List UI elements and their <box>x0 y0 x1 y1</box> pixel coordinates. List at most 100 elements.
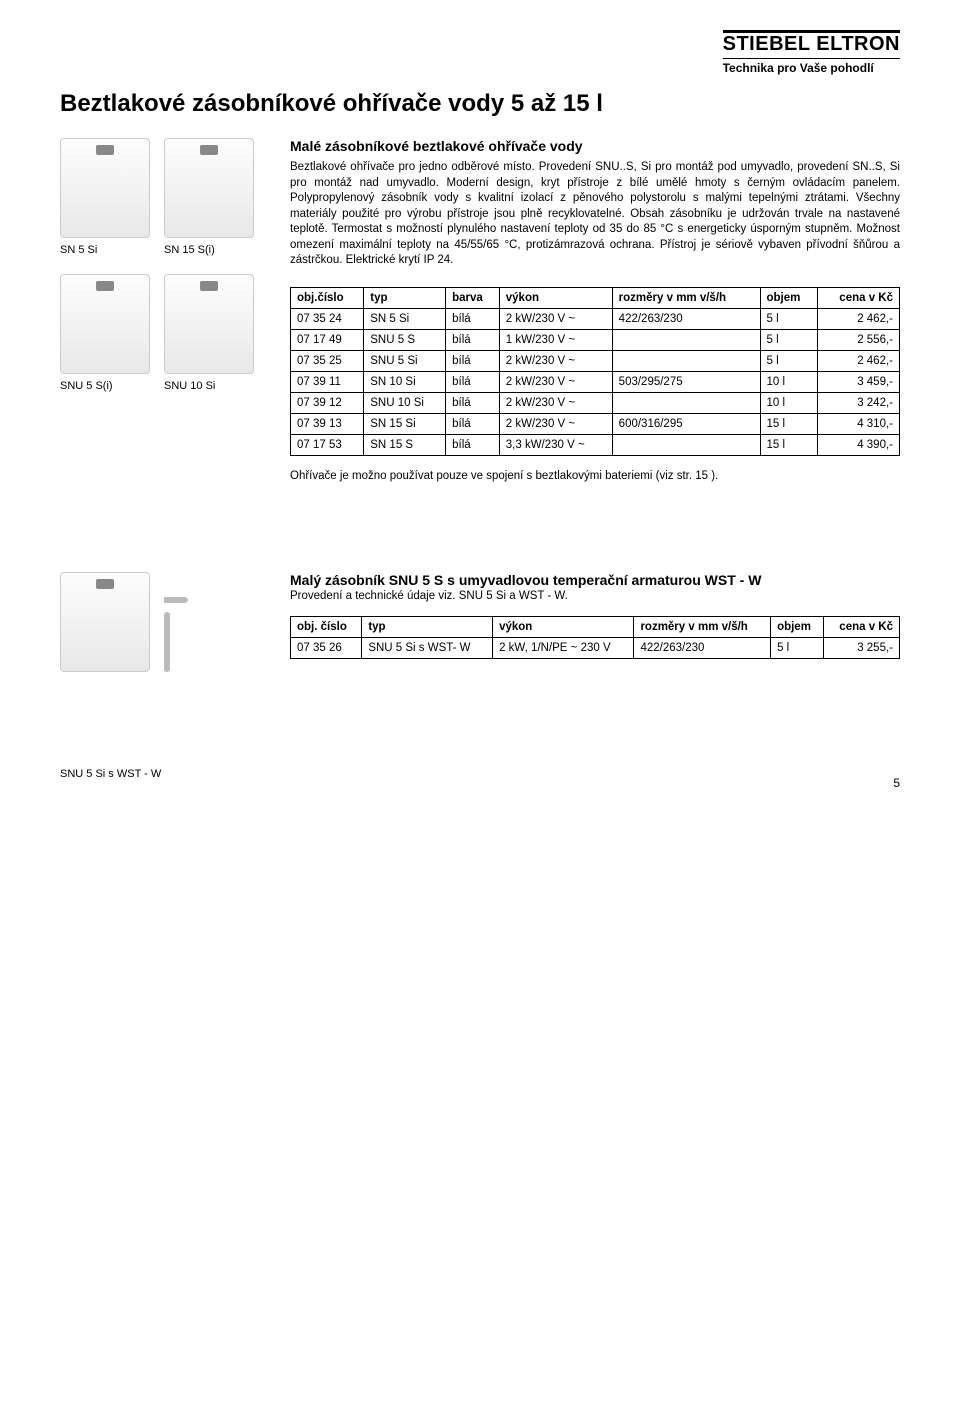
table-header: rozměry v mm v/š/h <box>634 616 771 637</box>
product-image <box>60 572 150 672</box>
product-image <box>60 138 150 238</box>
table-cell: 5 l <box>760 350 818 371</box>
table-cell: 2 kW/230 V ~ <box>499 371 612 392</box>
table-cell: 2 556,- <box>818 329 900 350</box>
table-cell: SNU 5 Si <box>364 350 446 371</box>
table-cell: bílá <box>446 350 500 371</box>
section-2-title: Malý zásobník SNU 5 S s umyvadlovou temp… <box>290 572 900 588</box>
table-cell: 1 kW/230 V ~ <box>499 329 612 350</box>
table-header: obj. číslo <box>291 616 362 637</box>
section-1-body: Beztlakové ohřívače pro jedno odběrové m… <box>290 160 900 269</box>
table-row: 07 39 12SNU 10 Sibílá2 kW/230 V ~ 10 l3 2… <box>291 392 900 413</box>
table-cell <box>612 392 760 413</box>
table-cell: SNU 5 S <box>364 329 446 350</box>
table-cell: SN 5 Si <box>364 308 446 329</box>
table-cell: 422/263/230 <box>634 637 771 658</box>
table-header: výkon <box>493 616 634 637</box>
table-header: cena v Kč <box>818 287 900 308</box>
table-cell: 07 39 12 <box>291 392 364 413</box>
table-cell <box>612 329 760 350</box>
table-header: typ <box>362 616 493 637</box>
table-cell: 15 l <box>760 413 818 434</box>
table-cell: 3,3 kW/230 V ~ <box>499 434 612 455</box>
table-cell: 3 242,- <box>818 392 900 413</box>
page-number: 5 <box>893 776 900 790</box>
section-1-note: Ohřívače je možno používat pouze ve spoj… <box>290 470 900 482</box>
table-cell: 15 l <box>760 434 818 455</box>
table-header: rozměry v mm v/š/h <box>612 287 760 308</box>
table-cell: 2 462,- <box>818 308 900 329</box>
table-header: barva <box>446 287 500 308</box>
table-cell: 07 35 25 <box>291 350 364 371</box>
table-cell: 2 kW/230 V ~ <box>499 392 612 413</box>
table-cell: bílá <box>446 434 500 455</box>
product-caption: SNU 5 Si s WST - W <box>60 768 270 780</box>
table-cell: SNU 5 Si s WST- W <box>362 637 493 658</box>
table-cell: 2 kW/230 V ~ <box>499 350 612 371</box>
table-row: 07 39 13SN 15 Sibílá2 kW/230 V ~600/316/… <box>291 413 900 434</box>
table-row: 07 35 25SNU 5 Sibílá2 kW/230 V ~ 5 l2 462… <box>291 350 900 371</box>
table-header: cena v Kč <box>824 616 900 637</box>
section-1: SN 5 Si SN 15 S(i) SNU 5 S(i) SNU 10 Si … <box>60 138 900 482</box>
brand-tagline: Technika pro Vaše pohodlí <box>723 58 900 75</box>
product-caption: SNU 5 S(i) <box>60 380 150 392</box>
faucet-image <box>154 592 194 672</box>
table-cell: bílá <box>446 392 500 413</box>
product-caption: SN 15 S(i) <box>164 244 254 256</box>
table-header: výkon <box>499 287 612 308</box>
table-cell: 2 462,- <box>818 350 900 371</box>
table-header: objem <box>771 616 824 637</box>
table-cell: bílá <box>446 371 500 392</box>
brand-name: STIEBEL ELTRON <box>723 30 900 56</box>
table-cell: 5 l <box>771 637 824 658</box>
table-cell: 07 17 53 <box>291 434 364 455</box>
section-1-title: Malé zásobníkové beztlakové ohřívače vod… <box>290 138 900 154</box>
table-cell: 2 kW, 1/N/PE ~ 230 V <box>493 637 634 658</box>
table-cell: SN 10 Si <box>364 371 446 392</box>
products-table-1: obj.číslo typ barva výkon rozměry v mm v… <box>290 287 900 456</box>
product-caption: SN 5 Si <box>60 244 150 256</box>
section-2-images <box>60 572 270 672</box>
table-header: typ <box>364 287 446 308</box>
table-cell: 3 459,- <box>818 371 900 392</box>
table-cell: bílá <box>446 413 500 434</box>
table-cell <box>612 350 760 371</box>
section-2-content: Malý zásobník SNU 5 S s umyvadlovou temp… <box>290 572 900 672</box>
table-cell: bílá <box>446 308 500 329</box>
table-cell: 5 l <box>760 329 818 350</box>
table-header: obj.číslo <box>291 287 364 308</box>
table-cell: 503/295/275 <box>612 371 760 392</box>
table-cell: 3 255,- <box>824 637 900 658</box>
table-cell: 2 kW/230 V ~ <box>499 413 612 434</box>
table-cell: 07 35 24 <box>291 308 364 329</box>
table-cell: 600/316/295 <box>612 413 760 434</box>
section-2: Malý zásobník SNU 5 S s umyvadlovou temp… <box>60 572 900 672</box>
table-cell: 2 kW/230 V ~ <box>499 308 612 329</box>
table-row: 07 35 26SNU 5 Si s WST- W2 kW, 1/N/PE ~ … <box>291 637 900 658</box>
page-title: Beztlakové zásobníkové ohřívače vody 5 a… <box>60 90 900 118</box>
table-row: 07 17 49SNU 5 Sbílá1 kW/230 V ~5 l2 556,… <box>291 329 900 350</box>
section-2-caption-row: SNU 5 Si s WST - W <box>60 762 900 780</box>
section-2-subtitle: Provedení a technické údaje viz. SNU 5 S… <box>290 590 900 602</box>
product-image <box>164 138 254 238</box>
table-row: 07 39 11SN 10 Sibílá2 kW/230 V ~503/295/… <box>291 371 900 392</box>
table-cell <box>612 434 760 455</box>
product-image <box>164 274 254 374</box>
product-image <box>60 274 150 374</box>
table-cell: SNU 10 Si <box>364 392 446 413</box>
table-cell: 07 39 13 <box>291 413 364 434</box>
brand-block: STIEBEL ELTRON Technika pro Vaše pohodlí <box>723 30 900 75</box>
table-cell: 4 310,- <box>818 413 900 434</box>
table-cell: 07 17 49 <box>291 329 364 350</box>
product-caption: SNU 10 Si <box>164 380 254 392</box>
table-cell: 5 l <box>760 308 818 329</box>
table-cell: 07 35 26 <box>291 637 362 658</box>
table-cell: 10 l <box>760 392 818 413</box>
table-header: objem <box>760 287 818 308</box>
table-row: 07 17 53SN 15 Sbílá3,3 kW/230 V ~15 l4 3… <box>291 434 900 455</box>
table-cell: 4 390,- <box>818 434 900 455</box>
section-1-images: SN 5 Si SN 15 S(i) SNU 5 S(i) SNU 10 Si <box>60 138 270 482</box>
table-cell: 07 39 11 <box>291 371 364 392</box>
table-cell: 10 l <box>760 371 818 392</box>
table-cell: SN 15 Si <box>364 413 446 434</box>
